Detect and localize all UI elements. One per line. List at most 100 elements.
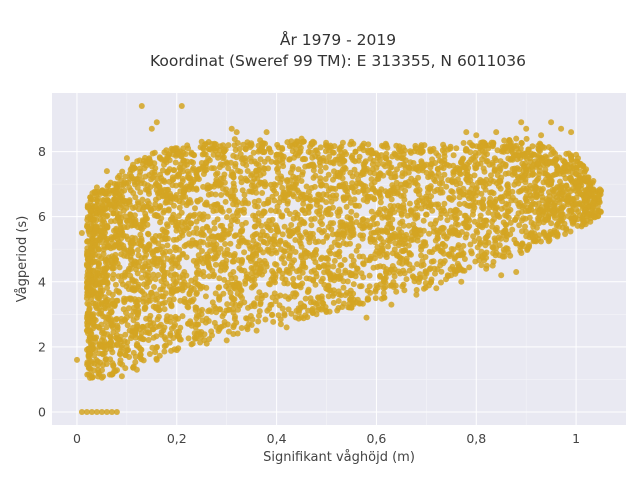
data-point — [359, 217, 366, 223]
data-point — [497, 235, 504, 242]
data-point — [535, 161, 542, 168]
data-point — [146, 279, 153, 285]
data-point — [502, 221, 509, 228]
data-point — [93, 223, 100, 230]
data-point — [537, 141, 544, 148]
data-point — [473, 132, 480, 139]
data-point — [200, 144, 206, 151]
data-point — [234, 330, 241, 337]
data-point — [543, 196, 550, 203]
data-point — [455, 267, 462, 274]
data-point — [508, 155, 515, 162]
data-point — [190, 151, 197, 158]
data-point — [406, 250, 413, 256]
data-point — [331, 290, 337, 297]
data-point — [476, 257, 483, 264]
data-point — [352, 183, 359, 190]
data-point — [329, 185, 336, 192]
data-point — [302, 295, 309, 302]
data-point — [381, 205, 388, 212]
data-point — [466, 264, 473, 271]
data-point — [568, 129, 575, 136]
data-point — [221, 319, 228, 325]
data-point — [391, 246, 398, 253]
data-point — [376, 191, 383, 198]
data-point — [214, 170, 221, 177]
data-point — [107, 307, 114, 314]
data-point — [260, 249, 267, 256]
data-point — [413, 287, 420, 293]
data-point — [212, 261, 219, 268]
data-point — [177, 324, 184, 331]
data-point — [374, 284, 381, 291]
data-point — [133, 366, 140, 373]
data-point — [277, 316, 284, 323]
data-point — [551, 186, 558, 193]
data-point — [140, 157, 147, 164]
data-point — [259, 260, 265, 266]
data-point — [265, 196, 272, 203]
data-point — [290, 280, 297, 287]
data-point — [89, 196, 96, 203]
data-point — [232, 232, 239, 239]
data-point — [352, 202, 359, 209]
data-point — [387, 202, 394, 209]
data-point — [237, 292, 244, 299]
data-point — [312, 281, 319, 288]
data-point — [403, 276, 410, 283]
data-point — [99, 350, 106, 357]
data-point — [250, 149, 257, 156]
data-point — [98, 239, 105, 246]
data-point — [168, 257, 174, 264]
data-point — [238, 267, 245, 274]
data-point — [210, 208, 217, 214]
data-point — [385, 169, 392, 176]
data-point — [104, 284, 111, 291]
data-point — [339, 175, 346, 182]
data-point — [378, 295, 385, 302]
data-point — [221, 171, 228, 178]
data-point — [188, 240, 195, 247]
data-point — [193, 218, 200, 225]
data-point — [118, 226, 125, 233]
data-point — [164, 221, 170, 228]
data-point — [112, 316, 119, 323]
data-point — [197, 196, 204, 203]
data-point — [221, 252, 228, 259]
data-point — [558, 211, 565, 218]
data-point — [427, 265, 434, 272]
data-point — [285, 306, 292, 313]
data-point — [231, 142, 238, 149]
data-point — [134, 247, 141, 254]
data-point — [224, 214, 230, 221]
data-point — [138, 356, 145, 363]
data-point — [430, 145, 437, 152]
data-point — [272, 182, 279, 189]
data-point — [387, 282, 394, 289]
data-point — [203, 340, 210, 347]
data-point — [388, 301, 395, 308]
data-point — [450, 162, 457, 169]
data-point — [290, 290, 297, 297]
data-point — [170, 236, 177, 243]
data-point — [392, 282, 399, 289]
data-point — [537, 206, 544, 213]
data-point — [439, 147, 446, 154]
data-point — [206, 264, 213, 271]
data-point — [267, 149, 274, 156]
data-point — [180, 281, 187, 288]
data-point — [339, 139, 346, 146]
data-point — [93, 305, 100, 312]
data-point — [334, 307, 341, 314]
data-point — [432, 220, 439, 227]
data-point — [335, 235, 342, 242]
data-point — [573, 194, 580, 201]
data-point — [145, 231, 152, 238]
data-point — [290, 193, 297, 200]
x-tick-label: 0,8 — [466, 431, 486, 446]
data-point — [499, 253, 506, 260]
data-point — [227, 240, 234, 247]
data-point — [114, 260, 121, 267]
data-point — [325, 293, 332, 300]
data-point — [227, 226, 234, 233]
